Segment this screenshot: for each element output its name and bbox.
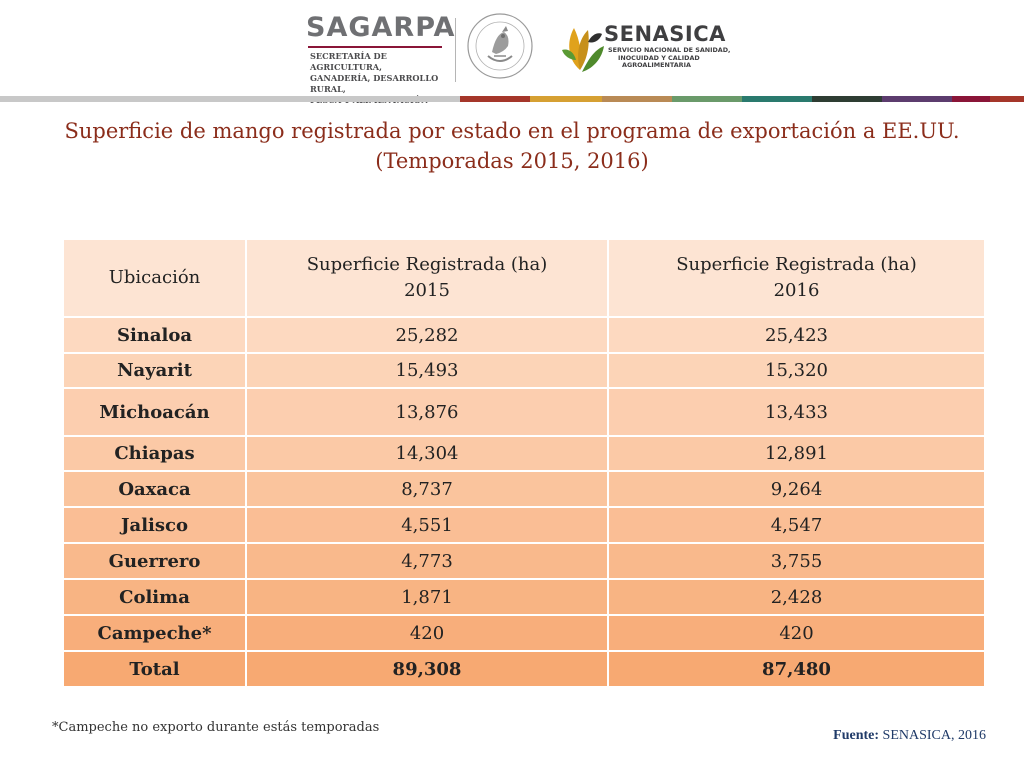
color-band-segment <box>460 96 530 102</box>
header-ubicacion: Ubicación <box>62 238 247 318</box>
header-text: Ubicación <box>108 267 201 288</box>
table-row: Chiapas 14,304 12,891 <box>62 435 986 472</box>
cell-2015: 8,737 <box>245 470 609 508</box>
cell-2015: 420 <box>245 614 609 652</box>
color-band-segment <box>882 96 952 102</box>
cell-location: Campeche* <box>62 614 247 652</box>
color-band-segment <box>812 96 882 102</box>
table-row: Guerrero 4,773 3,755 <box>62 542 986 580</box>
cell-2016: 4,547 <box>607 506 986 544</box>
cell-2015: 13,876 <box>245 387 609 437</box>
cell-location: Colima <box>62 578 247 616</box>
senasica-logo: SENASICA SERVICIO NACIONAL DE SANIDAD, I… <box>558 20 738 82</box>
cell-2015: 14,304 <box>245 435 609 472</box>
sagarpa-wordmark: SAGARPA <box>306 12 456 43</box>
cell-2016: 15,320 <box>607 352 986 389</box>
mango-surface-table: Ubicación Superficie Registrada (ha) 201… <box>62 238 986 688</box>
header-text: 2015 <box>404 280 450 301</box>
cell-2016: 12,891 <box>607 435 986 472</box>
senasica-subtitle-line: AGROALIMENTARIA <box>622 61 691 69</box>
cell-location: Sinaloa <box>62 316 247 354</box>
table-row: Campeche* 420 420 <box>62 614 986 652</box>
cell-location: Oaxaca <box>62 470 247 508</box>
cell-2016: 25,423 <box>607 316 986 354</box>
header-text: 2016 <box>773 280 820 301</box>
footnote: *Campeche no exporto durante estás tempo… <box>52 720 380 735</box>
sagarpa-subtitle-line: GANADERÍA, DESARROLLO RURAL, <box>310 73 439 94</box>
table-total-row: Total 89,308 87,480 <box>62 650 986 688</box>
cell-location: Michoacán <box>62 387 247 437</box>
header-2016: Superficie Registrada (ha) 2016 <box>607 238 986 318</box>
page-header: SAGARPA SECRETARÍA DE AGRICULTURA, GANAD… <box>0 0 1024 105</box>
source-credit: Fuente: SENASICA, 2016 <box>833 728 986 744</box>
senasica-subtitle: SERVICIO NACIONAL DE SANIDAD, INOCUIDAD … <box>608 46 731 70</box>
table-header-row: Ubicación Superficie Registrada (ha) 201… <box>62 238 986 318</box>
cell-2016: 9,264 <box>607 470 986 508</box>
page-title-line: (Temporadas 2015, 2016) <box>375 149 649 173</box>
color-band-segment <box>0 96 460 102</box>
cell-location: Guerrero <box>62 542 247 580</box>
cell-location: Chiapas <box>62 435 247 472</box>
sagarpa-subtitle-line: SECRETARÍA DE AGRICULTURA, <box>310 51 387 72</box>
sagarpa-rule <box>308 46 442 48</box>
cell-location: Total <box>62 650 247 688</box>
cell-location: Jalisco <box>62 506 247 544</box>
page-title-line: Superficie de mango registrada por estad… <box>64 119 960 143</box>
table-row: Nayarit 15,493 15,320 <box>62 352 986 389</box>
cell-2016: 420 <box>607 614 986 652</box>
cell-2015: 25,282 <box>245 316 609 354</box>
cell-2015: 4,551 <box>245 506 609 544</box>
color-band-segment <box>672 96 742 102</box>
color-band-segment <box>742 96 812 102</box>
table-row: Oaxaca 8,737 9,264 <box>62 470 986 508</box>
cell-2015: 89,308 <box>245 650 609 688</box>
cell-2015: 15,493 <box>245 352 609 389</box>
senasica-emblem-icon <box>562 28 604 72</box>
table-row: Sinaloa 25,282 25,423 <box>62 316 986 354</box>
header-text: Superficie Registrada (ha) <box>306 254 548 275</box>
page-title: Superficie de mango registrada por estad… <box>20 116 1004 176</box>
senasica-subtitle-line: SERVICIO NACIONAL DE SANIDAD, <box>608 46 731 54</box>
mexico-national-seal-icon <box>467 13 533 79</box>
cell-2016: 87,480 <box>607 650 986 688</box>
color-band-segment <box>990 96 1024 102</box>
color-band-segment <box>530 96 602 102</box>
cell-2016: 2,428 <box>607 578 986 616</box>
senasica-subtitle-line: INOCUIDAD Y CALIDAD <box>618 53 700 62</box>
cell-2016: 3,755 <box>607 542 986 580</box>
table-row: Colima 1,871 2,428 <box>62 578 986 616</box>
header-text: Superficie Registrada (ha) <box>676 254 917 275</box>
cell-location: Nayarit <box>62 352 247 389</box>
header-2015: Superficie Registrada (ha) 2015 <box>245 238 609 318</box>
table-row: Michoacán 13,876 13,433 <box>62 387 986 437</box>
color-band-segment <box>952 96 990 102</box>
color-band-segment <box>602 96 672 102</box>
sagarpa-logo: SAGARPA SECRETARÍA DE AGRICULTURA, GANAD… <box>306 10 454 105</box>
senasica-wordmark: SENASICA <box>604 22 726 46</box>
logo-divider <box>455 18 456 82</box>
cell-2016: 13,433 <box>607 387 986 437</box>
cell-2015: 1,871 <box>245 578 609 616</box>
table-row: Jalisco 4,551 4,547 <box>62 506 986 544</box>
cell-2015: 4,773 <box>245 542 609 580</box>
source-label: Fuente: <box>833 728 880 743</box>
source-value: SENASICA, 2016 <box>879 728 986 743</box>
